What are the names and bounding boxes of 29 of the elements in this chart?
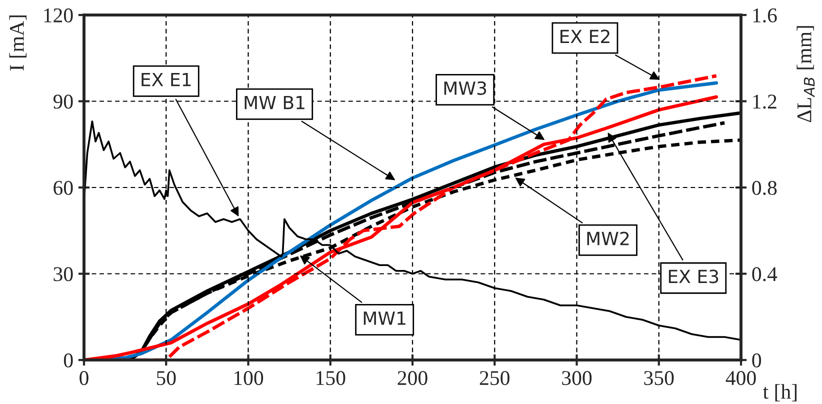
x-tick-label: 50 — [156, 371, 176, 386]
y-tick-label: 90 — [53, 94, 73, 109]
y2-axis-title: ΔL$_{AB}$ [mm] — [796, 26, 815, 122]
x-tick-label: 0 — [80, 371, 88, 386]
y2-tick-label: 0.4 — [752, 267, 778, 282]
x-axis-title: t [h] — [762, 384, 797, 402]
y-tick-label: 30 — [54, 267, 73, 282]
x-tick-label: 350 — [644, 371, 674, 386]
x-tick-label: 400 — [726, 371, 756, 386]
annotation: EX E2 — [560, 30, 610, 43]
x-tick-label: 150 — [316, 371, 346, 386]
y-tick-label: 120 — [44, 8, 73, 22]
y-tick-label: 60 — [54, 180, 73, 195]
y-tick-label: 0 — [64, 353, 73, 368]
x-tick-label: 250 — [480, 371, 510, 386]
y-axis-title: I [mA] — [9, 16, 27, 70]
annotation: MW3 — [444, 81, 486, 95]
y2-tick-label: 0.8 — [752, 180, 777, 196]
x-tick-label: 100 — [234, 371, 264, 386]
annotation: EX E1 — [142, 72, 191, 86]
annotation: EX E3 — [668, 270, 718, 284]
y2-tick-label: 0 — [752, 353, 762, 368]
annotation: MW1 — [364, 312, 406, 325]
x-tick-label: 300 — [562, 371, 592, 386]
x-tick-label: 200 — [398, 371, 428, 386]
annotation: MW2 — [587, 232, 629, 246]
annotation: MW B1 — [244, 96, 304, 110]
y2-tick-label: 1.2 — [753, 94, 776, 109]
y2-tick-label: 1.6 — [753, 8, 777, 23]
